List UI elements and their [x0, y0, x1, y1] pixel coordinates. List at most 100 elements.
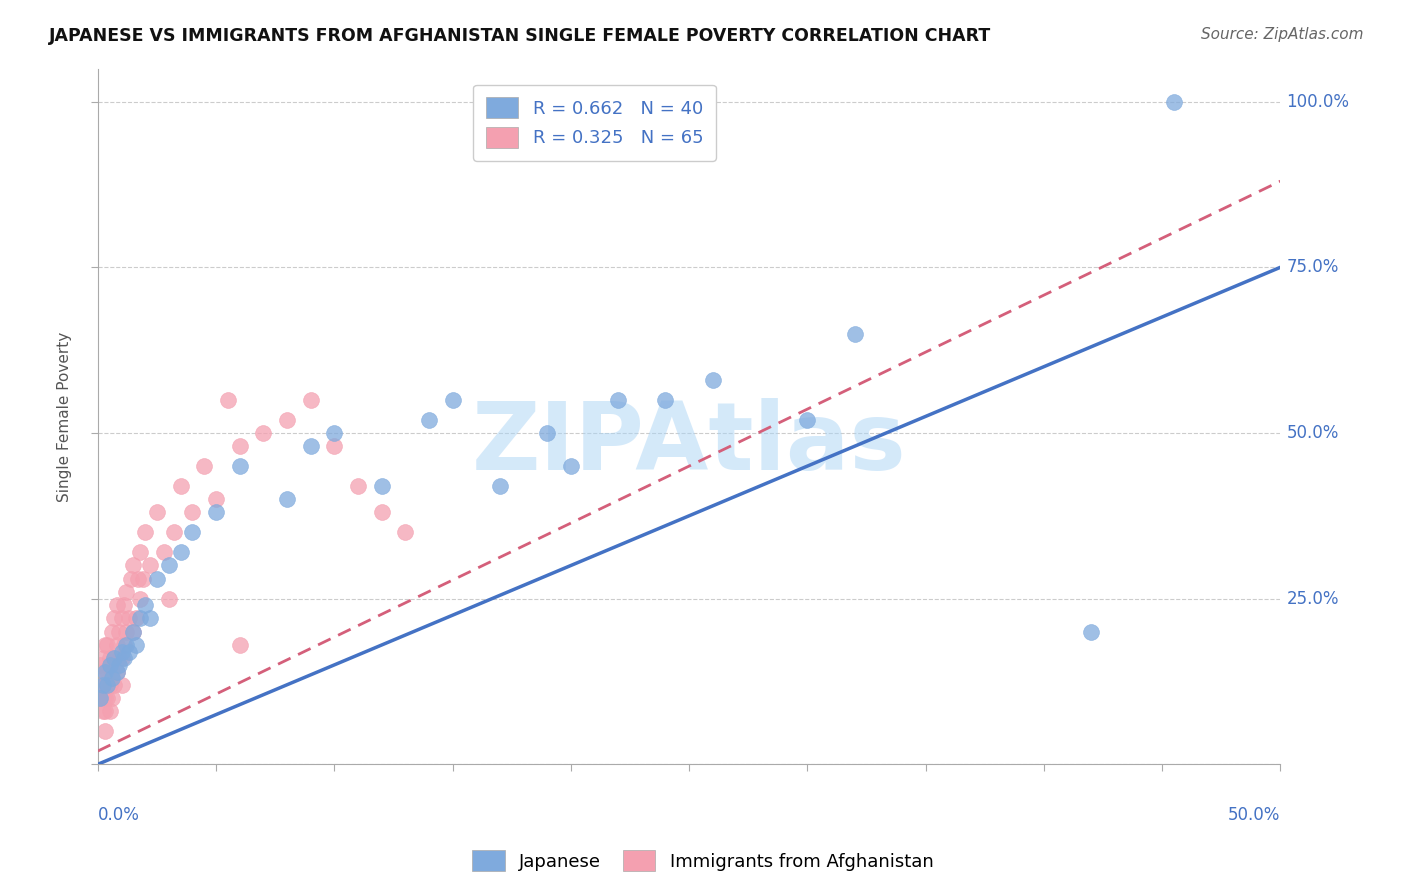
Point	[115, 585, 138, 599]
Point	[370, 506, 392, 520]
Point	[139, 611, 162, 625]
Point	[299, 392, 322, 407]
Point	[94, 704, 117, 718]
Point	[844, 326, 866, 341]
Point	[205, 492, 228, 507]
Point	[94, 665, 117, 679]
Point	[115, 638, 138, 652]
Point	[117, 645, 139, 659]
Point	[94, 691, 117, 706]
Point	[129, 545, 152, 559]
Point	[101, 671, 124, 685]
Point	[105, 599, 128, 613]
Point	[205, 506, 228, 520]
Point	[134, 599, 156, 613]
Point	[217, 392, 239, 407]
Point	[796, 413, 818, 427]
Point	[110, 611, 132, 625]
Point	[94, 638, 117, 652]
Point	[94, 678, 117, 692]
Point	[276, 413, 298, 427]
Point	[96, 691, 118, 706]
Point	[122, 624, 145, 639]
Point	[229, 459, 252, 474]
Point	[122, 558, 145, 573]
Point	[112, 651, 135, 665]
Point	[181, 525, 204, 540]
Text: JAPANESE VS IMMIGRANTS FROM AFGHANISTAN SINGLE FEMALE POVERTY CORRELATION CHART: JAPANESE VS IMMIGRANTS FROM AFGHANISTAN …	[49, 27, 991, 45]
Point	[536, 425, 558, 440]
Text: 50.0%: 50.0%	[1286, 424, 1339, 442]
Point	[91, 665, 114, 679]
Point	[105, 638, 128, 652]
Point	[654, 392, 676, 407]
Point	[108, 624, 131, 639]
Point	[252, 425, 274, 440]
Point	[96, 638, 118, 652]
Point	[146, 506, 169, 520]
Point	[607, 392, 630, 407]
Point	[370, 479, 392, 493]
Point	[108, 657, 131, 672]
Point	[394, 525, 416, 540]
Point	[127, 572, 149, 586]
Point	[98, 651, 121, 665]
Point	[98, 678, 121, 692]
Point	[229, 439, 252, 453]
Text: 50.0%: 50.0%	[1227, 806, 1281, 824]
Point	[181, 506, 204, 520]
Point	[112, 638, 135, 652]
Legend: Japanese, Immigrants from Afghanistan: Japanese, Immigrants from Afghanistan	[465, 843, 941, 879]
Point	[112, 599, 135, 613]
Point	[299, 439, 322, 453]
Point	[157, 591, 180, 606]
Text: 100.0%: 100.0%	[1286, 93, 1350, 111]
Point	[129, 611, 152, 625]
Legend: R = 0.662   N = 40, R = 0.325   N = 65: R = 0.662 N = 40, R = 0.325 N = 65	[472, 85, 716, 161]
Point	[169, 545, 191, 559]
Point	[146, 572, 169, 586]
Point	[120, 572, 142, 586]
Point	[110, 678, 132, 692]
Point	[105, 665, 128, 679]
Point	[89, 678, 111, 692]
Point	[169, 479, 191, 493]
Point	[1080, 624, 1102, 639]
Point	[110, 651, 132, 665]
Text: 0.0%: 0.0%	[98, 806, 139, 824]
Point	[108, 651, 131, 665]
Point	[157, 558, 180, 573]
Text: ZIPAtlas: ZIPAtlas	[472, 398, 907, 491]
Text: 25.0%: 25.0%	[1286, 590, 1339, 607]
Point	[193, 459, 215, 474]
Point	[101, 691, 124, 706]
Point	[96, 665, 118, 679]
Point	[110, 645, 132, 659]
Point	[229, 638, 252, 652]
Point	[129, 591, 152, 606]
Point	[89, 691, 111, 706]
Point	[91, 691, 114, 706]
Point	[115, 624, 138, 639]
Y-axis label: Single Female Poverty: Single Female Poverty	[58, 331, 72, 501]
Point	[122, 624, 145, 639]
Point	[702, 373, 724, 387]
Point	[91, 704, 114, 718]
Point	[103, 651, 125, 665]
Point	[139, 558, 162, 573]
Point	[103, 678, 125, 692]
Point	[125, 611, 148, 625]
Point	[103, 611, 125, 625]
Point	[117, 611, 139, 625]
Point	[89, 691, 111, 706]
Point	[323, 439, 346, 453]
Point	[560, 459, 582, 474]
Point	[418, 413, 440, 427]
Point	[98, 704, 121, 718]
Point	[276, 492, 298, 507]
Point	[91, 678, 114, 692]
Point	[489, 479, 512, 493]
Point	[96, 678, 118, 692]
Point	[105, 665, 128, 679]
Point	[1163, 95, 1185, 109]
